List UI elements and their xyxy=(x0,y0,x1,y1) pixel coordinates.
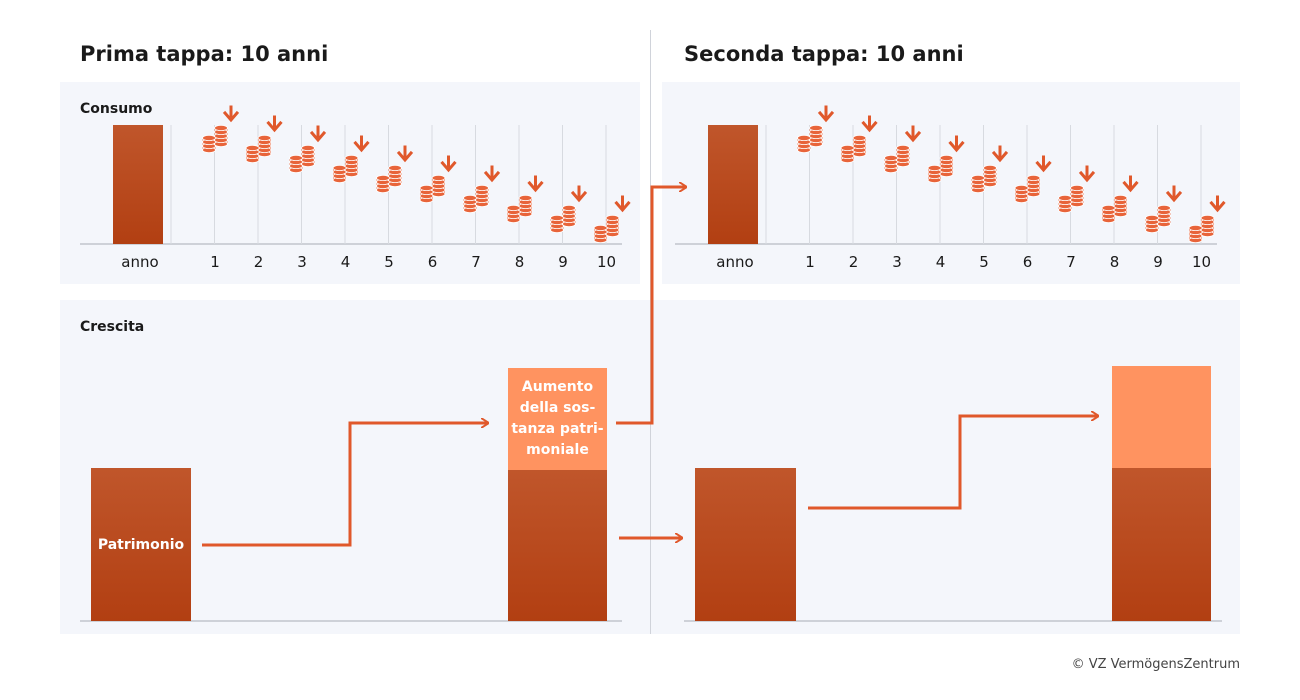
coin-stack-icon xyxy=(1145,204,1171,233)
coin-stack-icon xyxy=(1058,184,1084,213)
arrow-down-icon xyxy=(817,105,835,123)
coin-stack-icon xyxy=(840,134,867,163)
coin-stack-icon xyxy=(332,154,359,183)
tick-label: 2 xyxy=(849,253,859,271)
coin-stack-icon xyxy=(884,144,910,173)
annual-bar xyxy=(113,125,163,244)
arrow-down-icon xyxy=(309,125,327,143)
consumption-panel-right xyxy=(662,82,1240,284)
arrow-down-icon xyxy=(353,135,370,153)
arrow-down-icon xyxy=(527,175,544,193)
tick-label: 8 xyxy=(1110,253,1120,271)
arrow-down-icon xyxy=(570,185,588,203)
arrow-down-icon xyxy=(396,145,414,163)
coin-stack-icon xyxy=(1188,214,1215,243)
tick-label: 6 xyxy=(1023,253,1033,271)
coin-stack-icon xyxy=(419,174,446,203)
tick-label: 10 xyxy=(597,253,616,271)
increase-label-line: moniale xyxy=(526,442,589,458)
coin-stack-icon xyxy=(376,164,402,193)
arrow-down-icon xyxy=(440,155,457,173)
arrow-down-icon xyxy=(222,105,240,123)
copyright: © VZ VermögensZentrum xyxy=(1071,657,1240,672)
assets-label: Patrimonio xyxy=(97,537,185,553)
axis-label-first: anno xyxy=(121,253,158,271)
coin-stack-icon xyxy=(202,125,228,153)
growth-arrow-right xyxy=(808,416,1098,510)
stage-title-2: Seconda tappa: 10 anni xyxy=(684,42,964,66)
assets-bar-end-left xyxy=(508,470,607,621)
tick-label: 4 xyxy=(936,253,946,271)
coin-stack-icon xyxy=(1014,174,1041,203)
coin-stack-icon xyxy=(971,164,997,193)
tick-label: 7 xyxy=(471,253,481,271)
arrow-down-icon xyxy=(1078,165,1096,183)
arrow-down-icon xyxy=(1209,195,1226,213)
tick-label: 3 xyxy=(297,253,307,271)
tick-label: 9 xyxy=(558,253,568,271)
tick-label: 8 xyxy=(515,253,525,271)
arrow-down-icon xyxy=(861,115,878,133)
growth-arrow-left xyxy=(202,423,488,547)
arrow-down-icon xyxy=(904,125,922,143)
transfer-arrow-to-consumption xyxy=(616,187,686,425)
coin-stack-icon xyxy=(593,214,620,243)
arrow-down-icon xyxy=(1035,155,1052,173)
coin-stack-icon xyxy=(550,204,576,233)
annual-bar xyxy=(708,125,758,244)
tick-label: 5 xyxy=(979,253,989,271)
assets-bar-right xyxy=(695,468,796,621)
tick-label: 4 xyxy=(341,253,351,271)
arrow-down-icon xyxy=(614,195,631,213)
tick-label: 10 xyxy=(1192,253,1211,271)
tick-label: 1 xyxy=(210,253,220,271)
consumption-chart-right: anno 1 2 3 4 5 6 7 8 9 10 xyxy=(675,105,1226,271)
tick-label: 6 xyxy=(428,253,438,271)
arrow-down-icon xyxy=(948,135,965,153)
stage-title-1: Prima tappa: 10 anni xyxy=(80,42,329,66)
consumption-chart-left: anno 1 2 3 4 5 6 7 8 9 10 xyxy=(80,105,631,271)
tick-label: 1 xyxy=(805,253,815,271)
increase-label-line: tanza patri- xyxy=(511,421,604,437)
increase-bar-left xyxy=(508,368,607,470)
tick-label: 5 xyxy=(384,253,394,271)
increase-label-line: della sos- xyxy=(519,400,596,416)
tick-label: 9 xyxy=(1153,253,1163,271)
assets-bar-left xyxy=(91,468,191,621)
arrow-down-icon xyxy=(483,165,501,183)
coin-stack-icon xyxy=(506,194,533,223)
tick-label: 3 xyxy=(892,253,902,271)
arrow-down-icon xyxy=(991,145,1009,163)
coin-stack-icon xyxy=(463,184,489,213)
coin-stack-icon xyxy=(289,144,315,173)
consumption-label: Consumo xyxy=(80,101,153,117)
tick-label: 2 xyxy=(254,253,264,271)
tick-label: 7 xyxy=(1066,253,1076,271)
coin-stack-icon xyxy=(1101,194,1128,223)
increase-label-line: Aumento xyxy=(521,379,594,395)
arrow-down-icon xyxy=(1165,185,1183,203)
coin-stack-icon xyxy=(245,134,272,163)
growth-label: Crescita xyxy=(80,319,145,335)
coin-stack-icon xyxy=(927,154,954,183)
arrow-down-icon xyxy=(1122,175,1139,193)
coin-stack-icon xyxy=(797,125,823,153)
increase-label: Aumento della sos- tanza patri- moniale xyxy=(508,377,607,461)
assets-bar-end-right xyxy=(1112,468,1211,621)
arrow-down-icon xyxy=(266,115,283,133)
increase-bar-right xyxy=(1112,366,1211,468)
axis-label-first: anno xyxy=(716,253,753,271)
